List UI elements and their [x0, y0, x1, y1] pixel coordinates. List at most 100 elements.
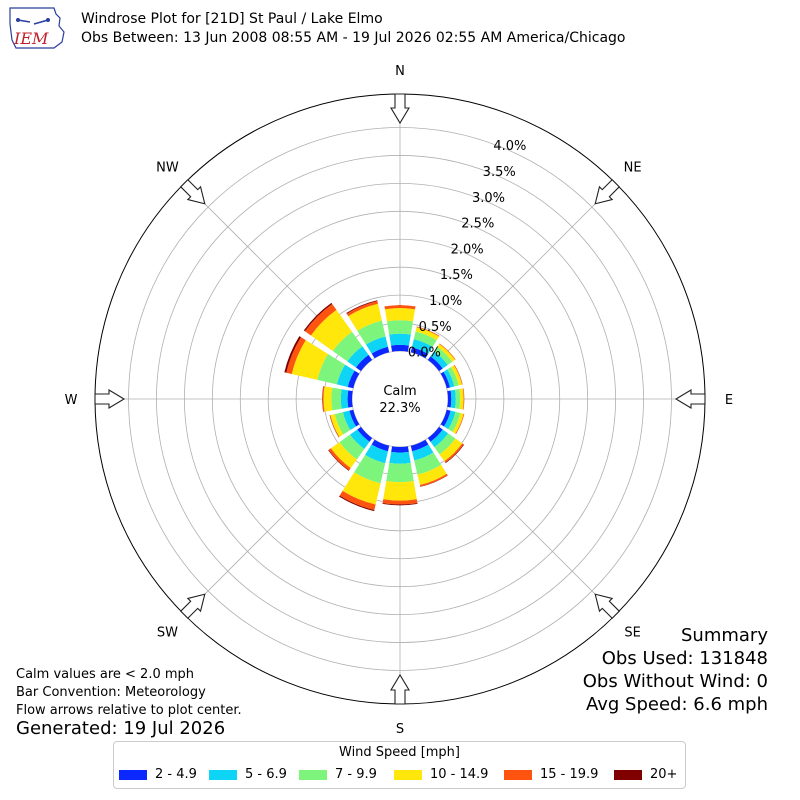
legend-label: 10 - 14.9 [430, 767, 489, 782]
windrose-bar [455, 389, 461, 409]
windrose-bar [382, 499, 418, 505]
calm-label: Calm [383, 384, 416, 399]
legend-item: 10 - 14.9 [394, 767, 488, 782]
speed-legend: Wind Speed [mph] 2 - 4.9 5 - 6.9 7 - 9.9… [113, 741, 686, 789]
legend-swatch [209, 769, 237, 780]
windrose-bar [317, 354, 346, 385]
grid-circle [351, 350, 449, 448]
windrose-bar [410, 347, 429, 359]
windrose-bar [389, 451, 411, 464]
windrose-bar [382, 503, 418, 506]
windrose-bar [412, 444, 434, 461]
windrose-bar [383, 481, 417, 501]
windrose-bar [349, 409, 360, 427]
radial-tick-label: 2.5% [461, 217, 494, 232]
windrose-bar [443, 369, 455, 388]
legend-label: 5 - 6.9 [245, 767, 287, 782]
windrose-bar [346, 301, 379, 317]
windrose-bar [459, 388, 464, 410]
windrose-bar [411, 339, 433, 355]
flow-note: Flow arrows relative to plot center. [16, 703, 242, 718]
windrose-bar [444, 443, 464, 463]
legend-swatch [614, 769, 642, 780]
grid-spoke [433, 183, 616, 366]
legend-item: 15 - 19.9 [504, 767, 598, 782]
windrose-bar [350, 429, 370, 449]
windrose-bar [355, 354, 373, 372]
compass-label: E [725, 393, 733, 408]
windrose-bar [354, 454, 386, 484]
summary-obs-used: Obs Used: 131848 [601, 648, 768, 669]
radial-tick-label: 3.0% [472, 191, 505, 206]
compass-label: S [396, 722, 404, 737]
windrose-bar [339, 495, 375, 512]
windrose-bar [336, 364, 355, 387]
compass-label: W [65, 393, 78, 408]
windrose-bar [330, 442, 357, 469]
radial-tick-label: 3.5% [483, 165, 516, 180]
logo-text: IEM [13, 29, 49, 48]
legend-title: Wind Speed [mph] [339, 745, 460, 760]
windrose-bar [347, 390, 353, 408]
windrose-bar [447, 367, 459, 387]
windrose-bar [371, 439, 390, 452]
windrose-bar [339, 434, 365, 460]
legend-swatch [119, 769, 147, 780]
windrose-bar [450, 389, 456, 409]
windrose-bar [371, 346, 390, 359]
windrose-bar [339, 490, 376, 511]
calm-note: Calm values are < 2.0 mph [16, 667, 195, 682]
windrose-bar [434, 433, 456, 455]
windrose-bar [410, 439, 429, 452]
windrose-bar [384, 305, 416, 307]
windrose-bar [419, 473, 448, 487]
windrose-bar [444, 410, 456, 430]
windrose-bar [439, 343, 456, 360]
windrose-bar [439, 438, 463, 462]
windrose-bar [434, 346, 453, 365]
windrose-bar [384, 305, 416, 310]
windrose-bar [386, 462, 414, 483]
windrose-bar [463, 388, 465, 410]
compass-label: NE [624, 160, 642, 175]
windrose-bar [331, 387, 342, 411]
bar-convention-note: Bar Convention: Meteorology [16, 685, 206, 700]
windrose-bar [462, 388, 465, 410]
compass-label: NW [156, 160, 179, 175]
radial-tick-label: 4.0% [493, 139, 526, 154]
legend-item: 20+ [614, 767, 677, 782]
windrose-bar [332, 331, 363, 362]
flow-arrow-icon [179, 178, 206, 205]
plot-title: Windrose Plot for [21D] St Paul / Lake E… [81, 11, 383, 27]
flow-arrow-icon [674, 389, 706, 409]
windrose-bar [416, 326, 440, 337]
calm-value: 22.3% [379, 401, 420, 416]
windrose-bar [455, 413, 465, 434]
windrose-bar [329, 415, 340, 438]
windrose-bar [453, 364, 463, 385]
legend-item: 7 - 9.9 [299, 767, 377, 782]
windrose-bar [304, 303, 337, 336]
grid-spoke [433, 432, 616, 615]
legend-swatch [504, 769, 532, 780]
windrose-bar [387, 320, 413, 335]
windrose-bar [365, 444, 388, 464]
windrose-bar [391, 344, 409, 352]
legend-label: 2 - 4.9 [155, 767, 197, 782]
windrose-bar [447, 390, 452, 408]
legend-swatch [394, 769, 422, 780]
windrose-bar [427, 356, 443, 372]
windrose-bar [440, 371, 451, 389]
windrose-bar [303, 302, 333, 332]
summary-title: Summary [681, 625, 768, 646]
windrose-bar [437, 344, 455, 362]
windrose-bar [427, 426, 443, 442]
flow-arrow-icon [390, 93, 410, 125]
windrose-bar [342, 472, 381, 505]
flow-arrow-icon [390, 673, 410, 705]
radial-tick-label: 2.0% [451, 242, 484, 257]
windrose-bar [328, 448, 351, 471]
flow-arrow-icon [94, 389, 126, 409]
windrose-bar [347, 370, 360, 389]
plot-subtitle: Obs Between: 13 Jun 2008 08:55 AM - 19 J… [81, 30, 626, 46]
